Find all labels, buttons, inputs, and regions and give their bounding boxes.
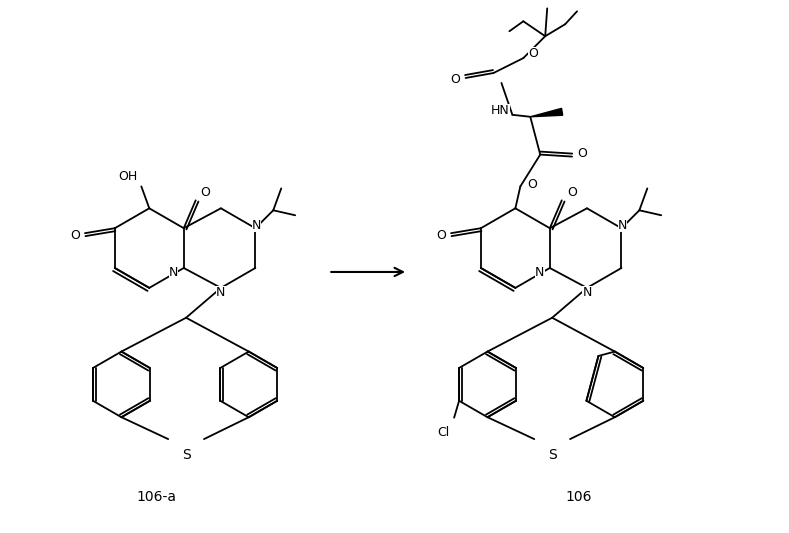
- Text: O: O: [529, 46, 538, 60]
- Text: 106: 106: [566, 490, 593, 504]
- Text: O: O: [577, 147, 587, 160]
- Text: N: N: [216, 286, 226, 300]
- Text: O: O: [567, 186, 577, 199]
- Text: O: O: [527, 178, 537, 191]
- Text: OH: OH: [118, 170, 137, 183]
- Text: N: N: [618, 219, 627, 232]
- Text: Cl: Cl: [437, 426, 449, 439]
- Text: N: N: [535, 266, 544, 279]
- Text: O: O: [70, 229, 80, 241]
- Text: HN: HN: [491, 104, 510, 117]
- Text: S: S: [548, 448, 556, 462]
- Text: O: O: [436, 229, 446, 241]
- Text: O: O: [200, 186, 211, 199]
- Text: N: N: [582, 286, 592, 300]
- Text: O: O: [451, 74, 461, 86]
- Text: N: N: [252, 219, 261, 232]
- Polygon shape: [530, 108, 563, 117]
- Text: S: S: [181, 448, 190, 462]
- Text: 106-a: 106-a: [136, 490, 176, 504]
- Text: N: N: [169, 266, 178, 279]
